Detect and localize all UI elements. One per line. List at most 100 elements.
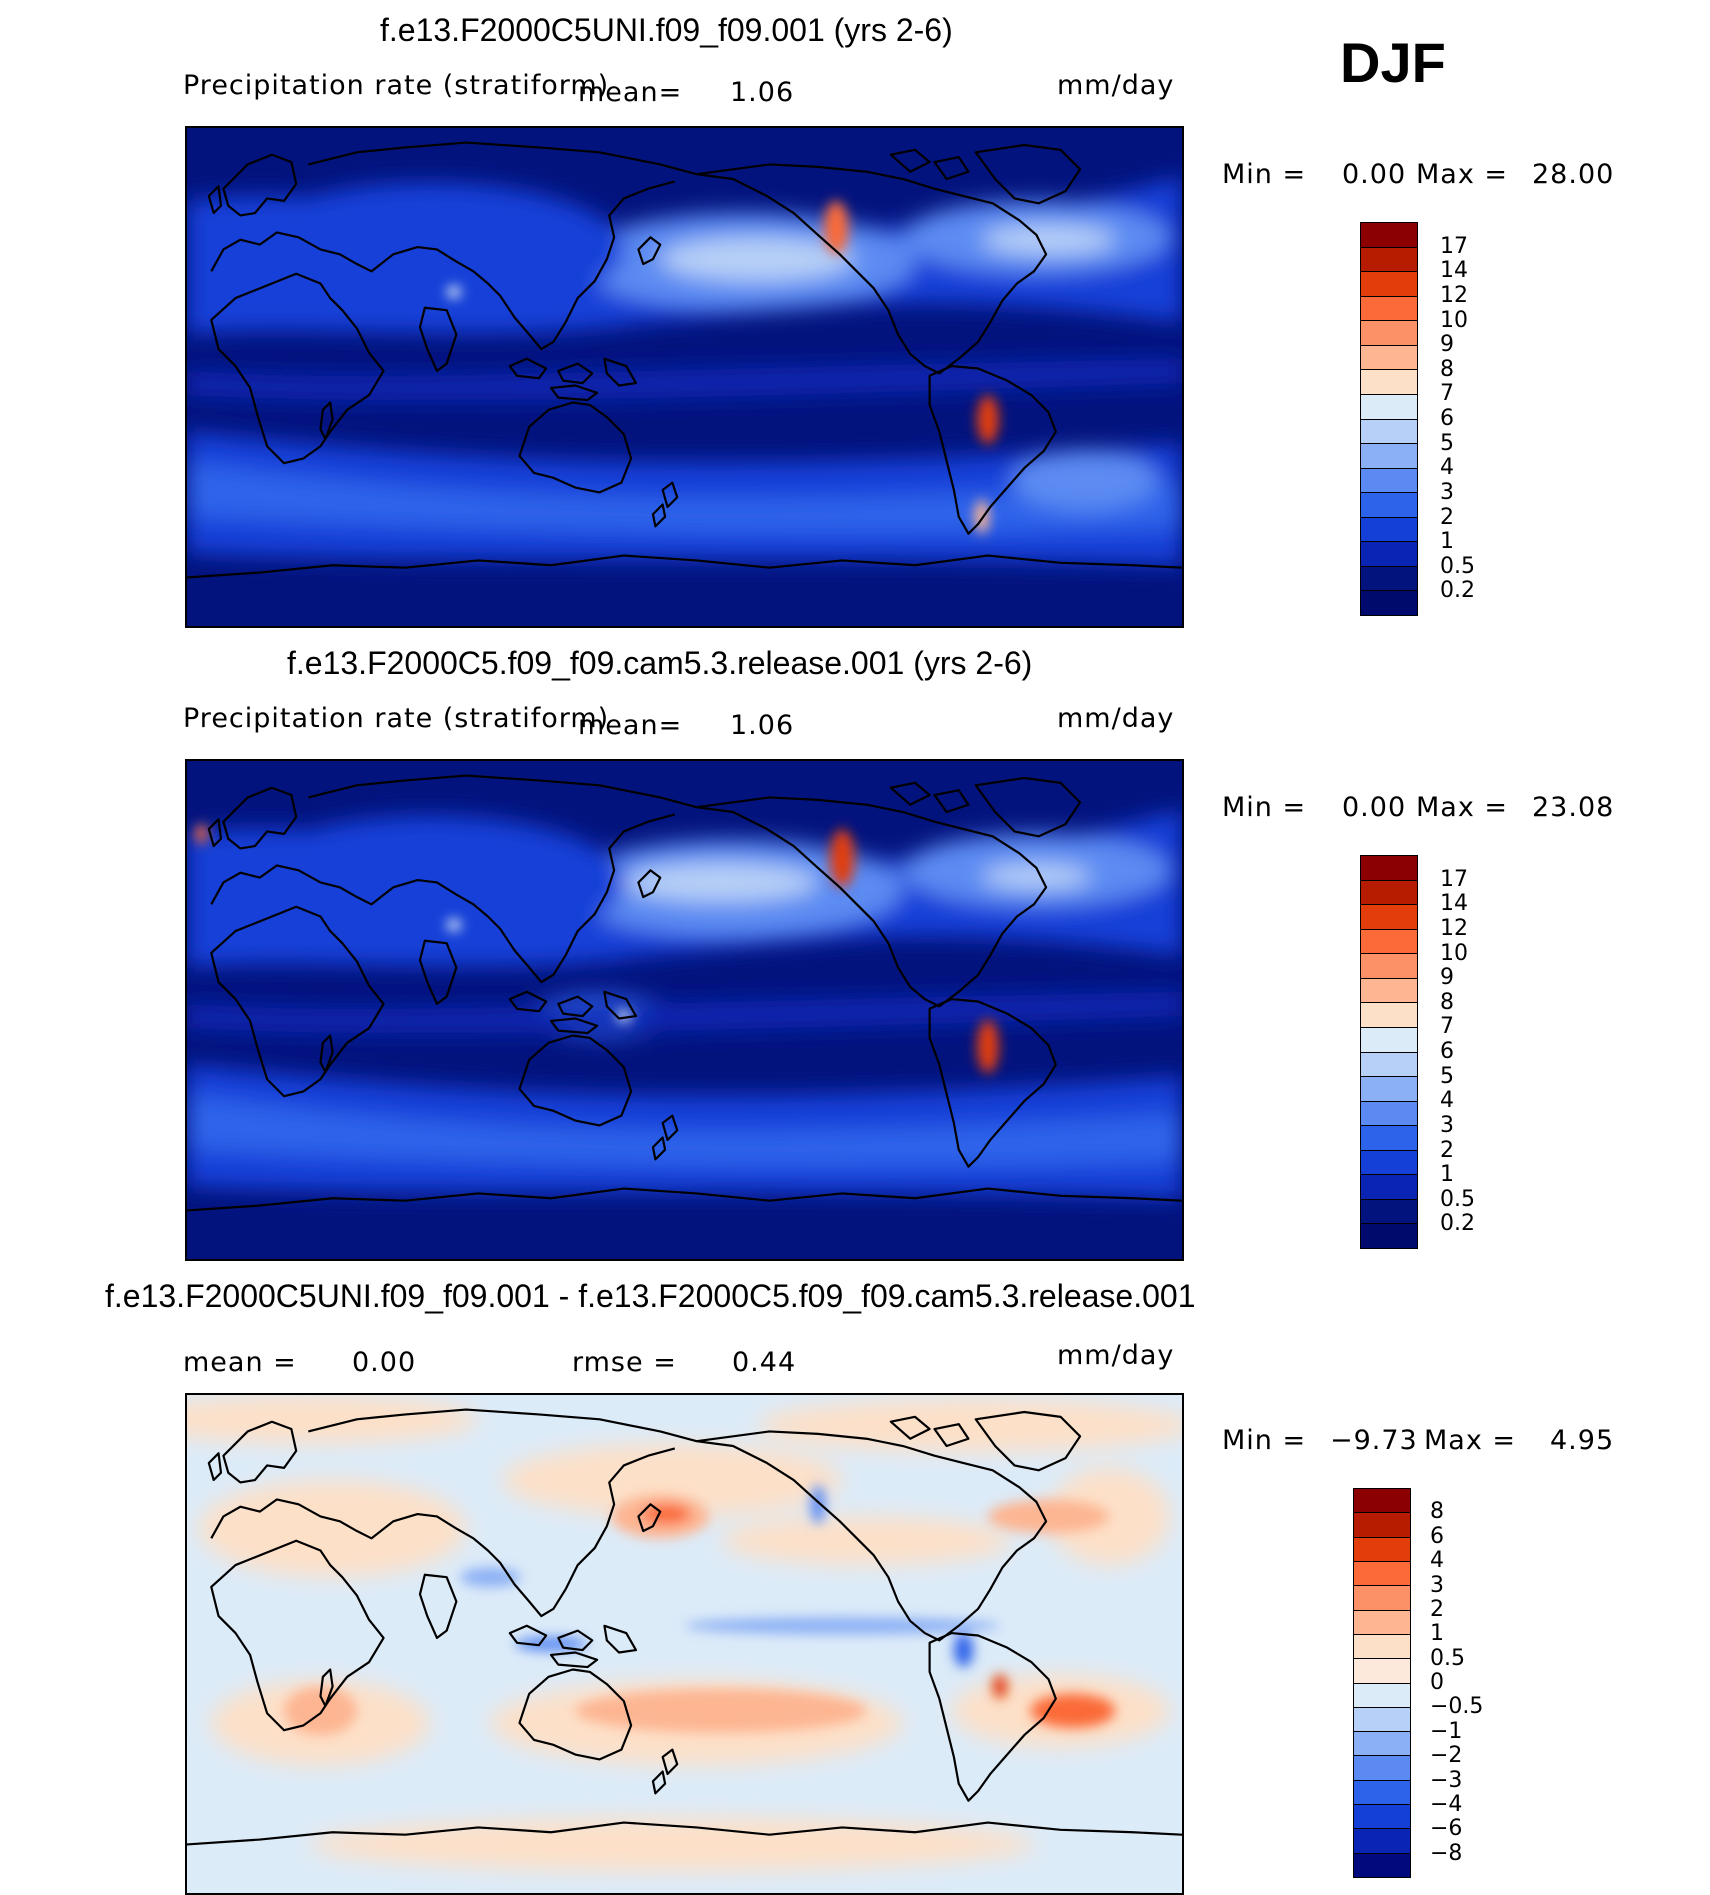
panel1-mean-label: mean= [578,77,683,108]
colorbar-box [1361,1224,1417,1248]
colorbar-box [1354,1683,1410,1708]
colorbar-box [1354,1634,1410,1660]
colorbar-tick-label: −3 [1430,1767,1463,1793]
colorbar-tick-label: 2 [1440,504,1454,530]
colorbar-box [1361,566,1417,592]
colorbar-box [1361,856,1417,881]
panel3-min-value: −9.73 [1330,1425,1418,1456]
colorbar-box [1361,493,1417,518]
colorbar-box [1361,1077,1417,1102]
panel2-mean-label: mean= [578,710,683,741]
colorbar-box [1361,370,1417,395]
panel2-colorbar [1360,855,1418,1249]
panel2-title: f.e13.F2000C5.f09_f09.cam5.3.release.001… [287,645,1033,681]
colorbar-box [1361,296,1417,322]
colorbar-box [1361,272,1417,297]
colorbar-box [1361,954,1417,979]
colorbar-tick-label: 2 [1440,1137,1454,1163]
colorbar-tick-label: 6 [1440,1039,1454,1064]
colorbar-box [1354,1513,1410,1538]
colorbar-tick-label: 5 [1440,1063,1454,1089]
colorbar-tick-label: 3 [1430,1572,1444,1598]
colorbar-tick-label: 4 [1440,455,1454,481]
panel2-max-label: Max = [1416,792,1509,823]
panel3-rmse-value: 0.44 [732,1347,797,1378]
panel1-min-value: 0.00 [1342,159,1407,190]
colorbar-box [1361,345,1417,371]
panel3-max-value: 4.95 [1550,1425,1615,1456]
colorbar-tick-label: 7 [1440,1014,1454,1040]
colorbar-tick-label: 17 [1440,866,1468,892]
colorbar-tick-label: 1 [1430,1621,1444,1647]
colorbar-tick-label: −6 [1430,1816,1463,1842]
colorbar-box [1361,542,1417,567]
panel1-map [185,126,1184,628]
season-label: DJF [1340,31,1446,94]
colorbar-tick-label: 3 [1440,1112,1454,1138]
colorbar-box [1354,1829,1410,1854]
colorbar-box [1361,978,1417,1004]
colorbar-box [1361,517,1417,543]
colorbar-tick-label: −4 [1430,1791,1463,1817]
colorbar-box [1354,1805,1410,1830]
colorbar-tick-label: 8 [1440,356,1454,382]
panel3-units: mm/day [1057,1340,1175,1371]
colorbar-tick-label: 10 [1440,940,1468,966]
colorbar-box [1361,905,1417,930]
panel2-min-label: Min = [1222,792,1307,823]
colorbar-tick-label: 7 [1440,381,1454,407]
colorbar-tick-label: 6 [1430,1523,1444,1549]
colorbar-tick-label: −1 [1430,1718,1463,1744]
colorbar-tick-label: 0.2 [1440,1211,1475,1237]
panel2-mean-value: 1.06 [730,710,795,741]
colorbar-box [1361,1003,1417,1028]
colorbar-box [1361,419,1417,445]
colorbar-box [1361,880,1417,906]
panel2-max-value: 23.08 [1532,792,1615,823]
colorbar-tick-label: 0.5 [1430,1645,1465,1671]
colorbar-box [1354,1561,1410,1587]
colorbar-tick-label: 5 [1440,430,1454,456]
panel3-min-label: Min = [1222,1425,1307,1456]
colorbar-box [1361,1052,1417,1078]
colorbar-tick-label: 6 [1440,406,1454,431]
panel1-colorbar [1360,222,1418,616]
colorbar-tick-label: 14 [1440,891,1468,917]
colorbar-box [1354,1707,1410,1733]
colorbar-box [1361,591,1417,615]
colorbar-tick-label: 0.5 [1440,1186,1475,1212]
colorbar-tick-label: −2 [1430,1743,1463,1769]
colorbar-box [1361,1175,1417,1200]
colorbar-box [1361,321,1417,346]
panel3-rmse-label: rmse = [572,1347,677,1378]
colorbar-box [1361,394,1417,420]
colorbar-tick-label: 8 [1430,1499,1444,1525]
colorbar-box [1354,1586,1410,1611]
colorbar-box [1361,1199,1417,1225]
colorbar-box [1361,929,1417,955]
colorbar-tick-label: 17 [1440,233,1468,259]
panel1-mean-value: 1.06 [730,77,795,108]
panel3-mean-value: 0.00 [352,1347,417,1378]
colorbar-box [1361,444,1417,469]
panel3-max-label: Max = [1424,1425,1517,1456]
panel2-units: mm/day [1057,703,1175,734]
colorbar-box [1354,1756,1410,1781]
colorbar-box [1361,468,1417,494]
colorbar-box [1354,1853,1410,1877]
panel3-colorbar [1353,1488,1411,1878]
colorbar-box [1354,1537,1410,1562]
colorbar-tick-label: 4 [1440,1088,1454,1114]
panel2-map [185,759,1184,1261]
colorbar-tick-label: 9 [1440,965,1454,991]
panel1-units: mm/day [1057,70,1175,101]
colorbar-tick-label: −8 [1430,1840,1463,1866]
panel2-min-value: 0.00 [1342,792,1407,823]
colorbar-box [1361,1027,1417,1053]
panel1-max-value: 28.00 [1532,159,1615,190]
colorbar-box [1361,1150,1417,1176]
colorbar-tick-label: 14 [1440,258,1468,284]
colorbar-box [1361,1101,1417,1127]
colorbar-box [1354,1732,1410,1757]
colorbar-tick-label: 12 [1440,282,1468,308]
